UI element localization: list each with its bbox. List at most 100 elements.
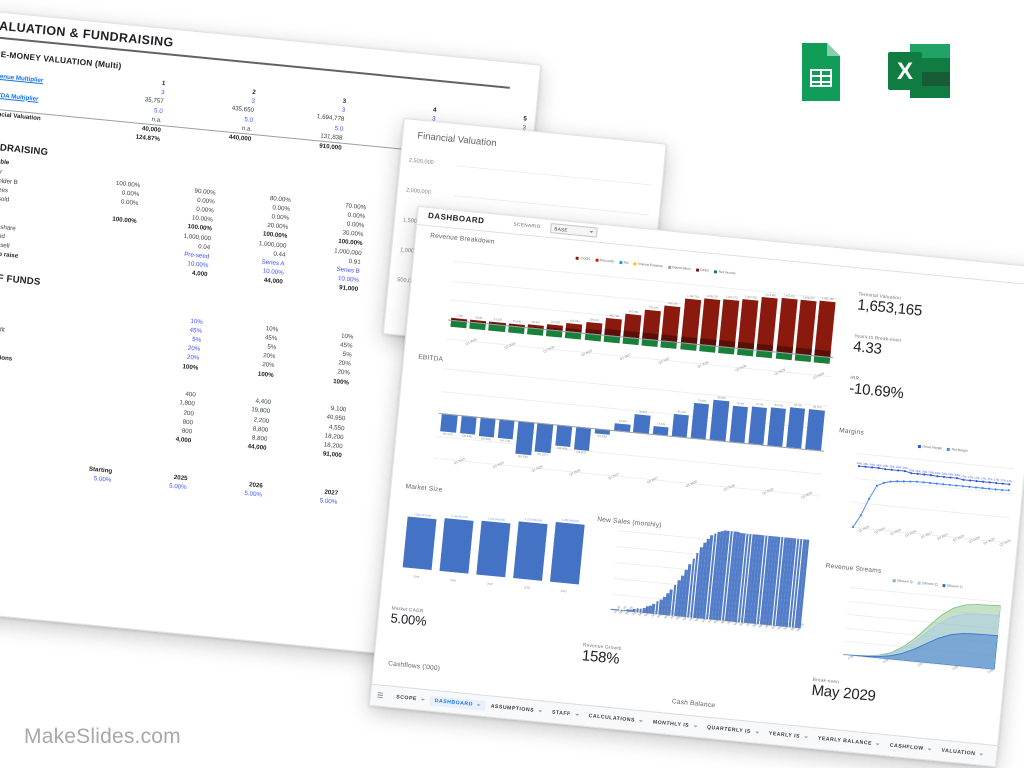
data-point [922,481,925,484]
data-point [867,497,871,500]
dashboard-body: Revenue Breakdown COGS Discounts Tax Intere… [372,225,1024,747]
data-point [942,483,945,486]
bar-value-label: 29,636 [512,319,522,324]
legend-label: Depreciation [672,265,691,271]
x-axis-tick-label: 2026 [449,578,457,583]
bar [440,413,458,433]
data-point [981,487,984,490]
data-point-label: 23% [882,464,889,469]
data-point [948,483,951,487]
legend-swatch [917,444,922,448]
bar [737,299,759,349]
chevron-down-icon[interactable] [638,720,643,723]
data-point [987,487,991,490]
legend-item: (Stream 1) [942,583,963,589]
bar [690,402,710,440]
legend-label: OPEX [699,267,710,273]
new-sales-panel: New Sales (monthly) Jan 25 Mar 25 May 25 Ju… [586,516,811,651]
sheet-tab-scope[interactable]: SCOPE [391,692,430,706]
sheet-tab-assumptions[interactable]: ASSUMPTIONS [485,701,547,717]
revenue-growth-value: 158% [581,647,621,668]
bar [535,422,554,454]
data-point [942,475,946,479]
area-series [843,633,999,670]
data-point [875,484,879,487]
chevron-down-icon[interactable] [420,698,425,702]
sheet-tab-yearly-is[interactable]: YEARLY IS [763,728,813,743]
bar [402,516,437,571]
all-sheets-icon[interactable]: ☰ [376,692,384,700]
chevron-down-icon[interactable] [574,713,579,717]
data-point [955,477,959,480]
sheet-tab-dashboard[interactable]: DASHBOARD [429,695,487,711]
data-point [902,480,905,483]
data-point [859,514,862,517]
sheet-tab-quarterly-is[interactable]: QUARTERLY IS [702,722,765,738]
gridline [456,165,652,186]
legend-item: Net Income [714,269,736,275]
chevron-down-icon[interactable] [692,725,698,728]
data-point [1007,489,1010,492]
bar [497,418,515,440]
chevron-down-icon[interactable] [875,743,880,746]
data-point-label: 17% [1000,479,1006,483]
data-point-label: 19% [934,472,941,476]
data-point-label: 20% [928,470,934,475]
data-point [871,466,874,469]
data-point [897,469,900,472]
line-series [858,465,1010,485]
revenue-growth-kpi: Revenue Growth 158% [581,643,622,668]
years-to-break-even-kpi: Years to Break-even 4.33 [853,334,902,359]
sheet-tab-valuation[interactable]: VALUATION [936,745,989,760]
dashboard-spreadsheet[interactable]: DASHBOARD SCENARIO BASE Revenue Breakdow… [369,206,1024,768]
data-point-label: 19% [941,472,948,477]
bar-value-label: (40,716) [500,439,511,444]
data-point [974,486,978,489]
bar [623,313,642,338]
sheet-tab-cashflow[interactable]: CASHFLOW [884,740,937,755]
y-axis-tick-label: 2,500,000 [408,157,434,167]
legend-swatch [618,260,623,264]
chevron-down-icon[interactable] [979,753,984,756]
data-point [857,465,861,468]
data-point [1001,482,1004,485]
scenario-value: BASE [554,225,569,233]
data-point-label: 17% [987,478,993,482]
sheet-tab-label: YEARLY IS [768,730,801,740]
chevron-down-icon[interactable] [803,736,808,739]
break-even-kpi: Break-even May 2029 [811,678,877,705]
market-size-chart: 1,091,200,000 2025 1,116,400,000 2026 1,141,… [401,497,587,596]
bar [642,309,662,340]
data-point [955,484,958,487]
scenario-select[interactable]: BASE [549,223,598,238]
bar [786,407,806,449]
sheet-tab-staff[interactable]: STAFF [546,707,584,721]
sheet-tab-calculations[interactable]: CALCULATIONS [583,711,648,727]
data-point [884,468,887,471]
chevron-down-icon[interactable] [927,748,932,751]
revenue-streams-series-layer [843,604,1002,670]
irr-kpi: IRR -10.69% [848,376,904,402]
sheet-tab-monthly-is[interactable]: MONTHLY IS [647,717,702,732]
chevron-down-icon[interactable] [754,731,759,734]
x-axis-tick-label: 1/26 [881,657,889,665]
chevron-down-icon[interactable] [476,704,481,707]
y-axis-tick-label: 2,000,000 [405,187,431,196]
data-point-label: 20% [921,470,928,474]
legend-item: (Stream 2) [917,581,938,586]
bar [729,405,748,443]
x-axis-tick-label: 1/29 [986,668,994,675]
cashflows-label: Cashflows ('000) [387,660,441,673]
legend-label: (Stream 1) [946,583,963,589]
sheet-tab-label: VALUATION [941,747,976,757]
sheet-tab-yearly-balance[interactable]: YEARLY BALANCE [812,733,885,750]
data-point-label: 23% [889,465,895,470]
chevron-down-icon[interactable] [537,710,543,713]
bar-column: 1,091,200,000 2025 [401,497,440,582]
area-series [843,613,1001,670]
legend-item: Tax [618,260,629,265]
data-point-label: 23% [895,466,902,470]
legend-label: (Stream 3) [896,578,913,585]
data-point-label: 24% [869,463,876,467]
sheet-tab-label: YEARLY BALANCE [817,735,873,747]
